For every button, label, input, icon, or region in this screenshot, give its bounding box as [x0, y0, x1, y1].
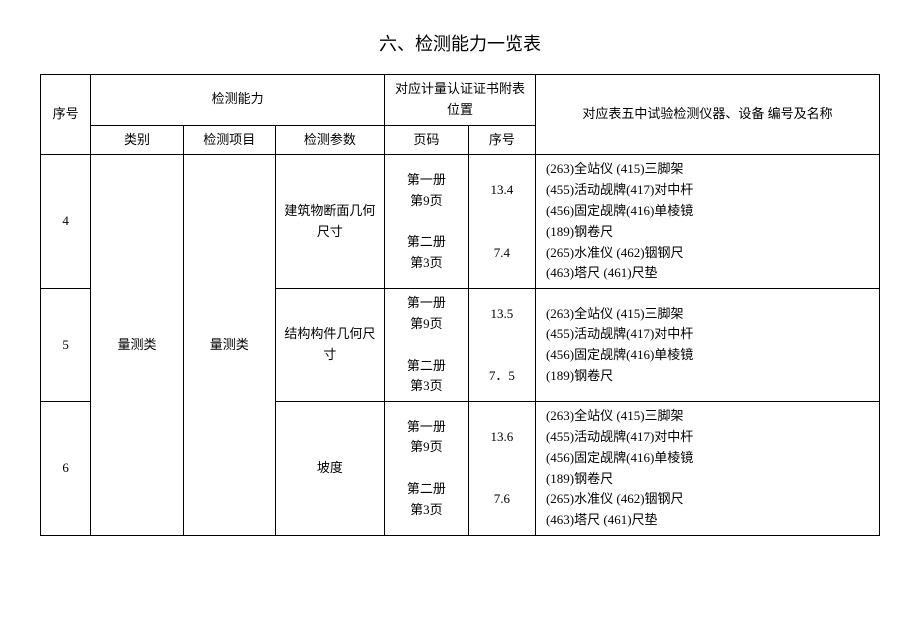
- th-item: 检测项目: [183, 125, 275, 155]
- cell-seq: 5: [41, 289, 91, 402]
- cell-seq: 4: [41, 155, 91, 289]
- th-equip: 对应表五中试验检测仪器、设备 编号及名称: [535, 75, 879, 155]
- cell-index: 13.6 7.6: [468, 402, 535, 536]
- th-index: 序号: [468, 125, 535, 155]
- cell-param: 建筑物断面几何尺寸: [275, 155, 384, 289]
- table-row: 4 量测类 量测类 建筑物断面几何尺寸 第一册 第9页 第二册 第3页 13.4…: [41, 155, 880, 289]
- cell-index: 13.5 7．5: [468, 289, 535, 402]
- th-seq: 序号: [41, 75, 91, 155]
- cell-param: 坡度: [275, 402, 384, 536]
- cell-page: 第一册 第9页 第二册 第3页: [384, 155, 468, 289]
- th-category: 类别: [91, 125, 183, 155]
- cell-index: 13.4 7.4: [468, 155, 535, 289]
- th-cert: 对应计量认证证书附表位置: [384, 75, 535, 126]
- cell-param: 结构构件几何尺寸: [275, 289, 384, 402]
- cell-page: 第一册 第9页 第二册 第3页: [384, 402, 468, 536]
- table-header-row: 序号 检测能力 对应计量认证证书附表位置 对应表五中试验检测仪器、设备 编号及名…: [41, 75, 880, 126]
- th-param: 检测参数: [275, 125, 384, 155]
- cell-page: 第一册 第9页 第二册 第3页: [384, 289, 468, 402]
- cell-equip: (263)全站仪 (415)三脚架 (455)活动觇牌(417)对中杆 (456…: [535, 402, 879, 536]
- cell-category: 量测类: [91, 155, 183, 536]
- cell-equip: (263)全站仪 (415)三脚架 (455)活动觇牌(417)对中杆 (456…: [535, 155, 879, 289]
- cell-item: 量测类: [183, 155, 275, 536]
- page-title: 六、检测能力一览表: [40, 30, 880, 56]
- cell-equip: (263)全站仪 (415)三脚架 (455)活动觇牌(417)对中杆 (456…: [535, 289, 879, 402]
- cell-seq: 6: [41, 402, 91, 536]
- th-capability: 检测能力: [91, 75, 385, 126]
- th-page: 页码: [384, 125, 468, 155]
- capability-table: 序号 检测能力 对应计量认证证书附表位置 对应表五中试验检测仪器、设备 编号及名…: [40, 74, 880, 536]
